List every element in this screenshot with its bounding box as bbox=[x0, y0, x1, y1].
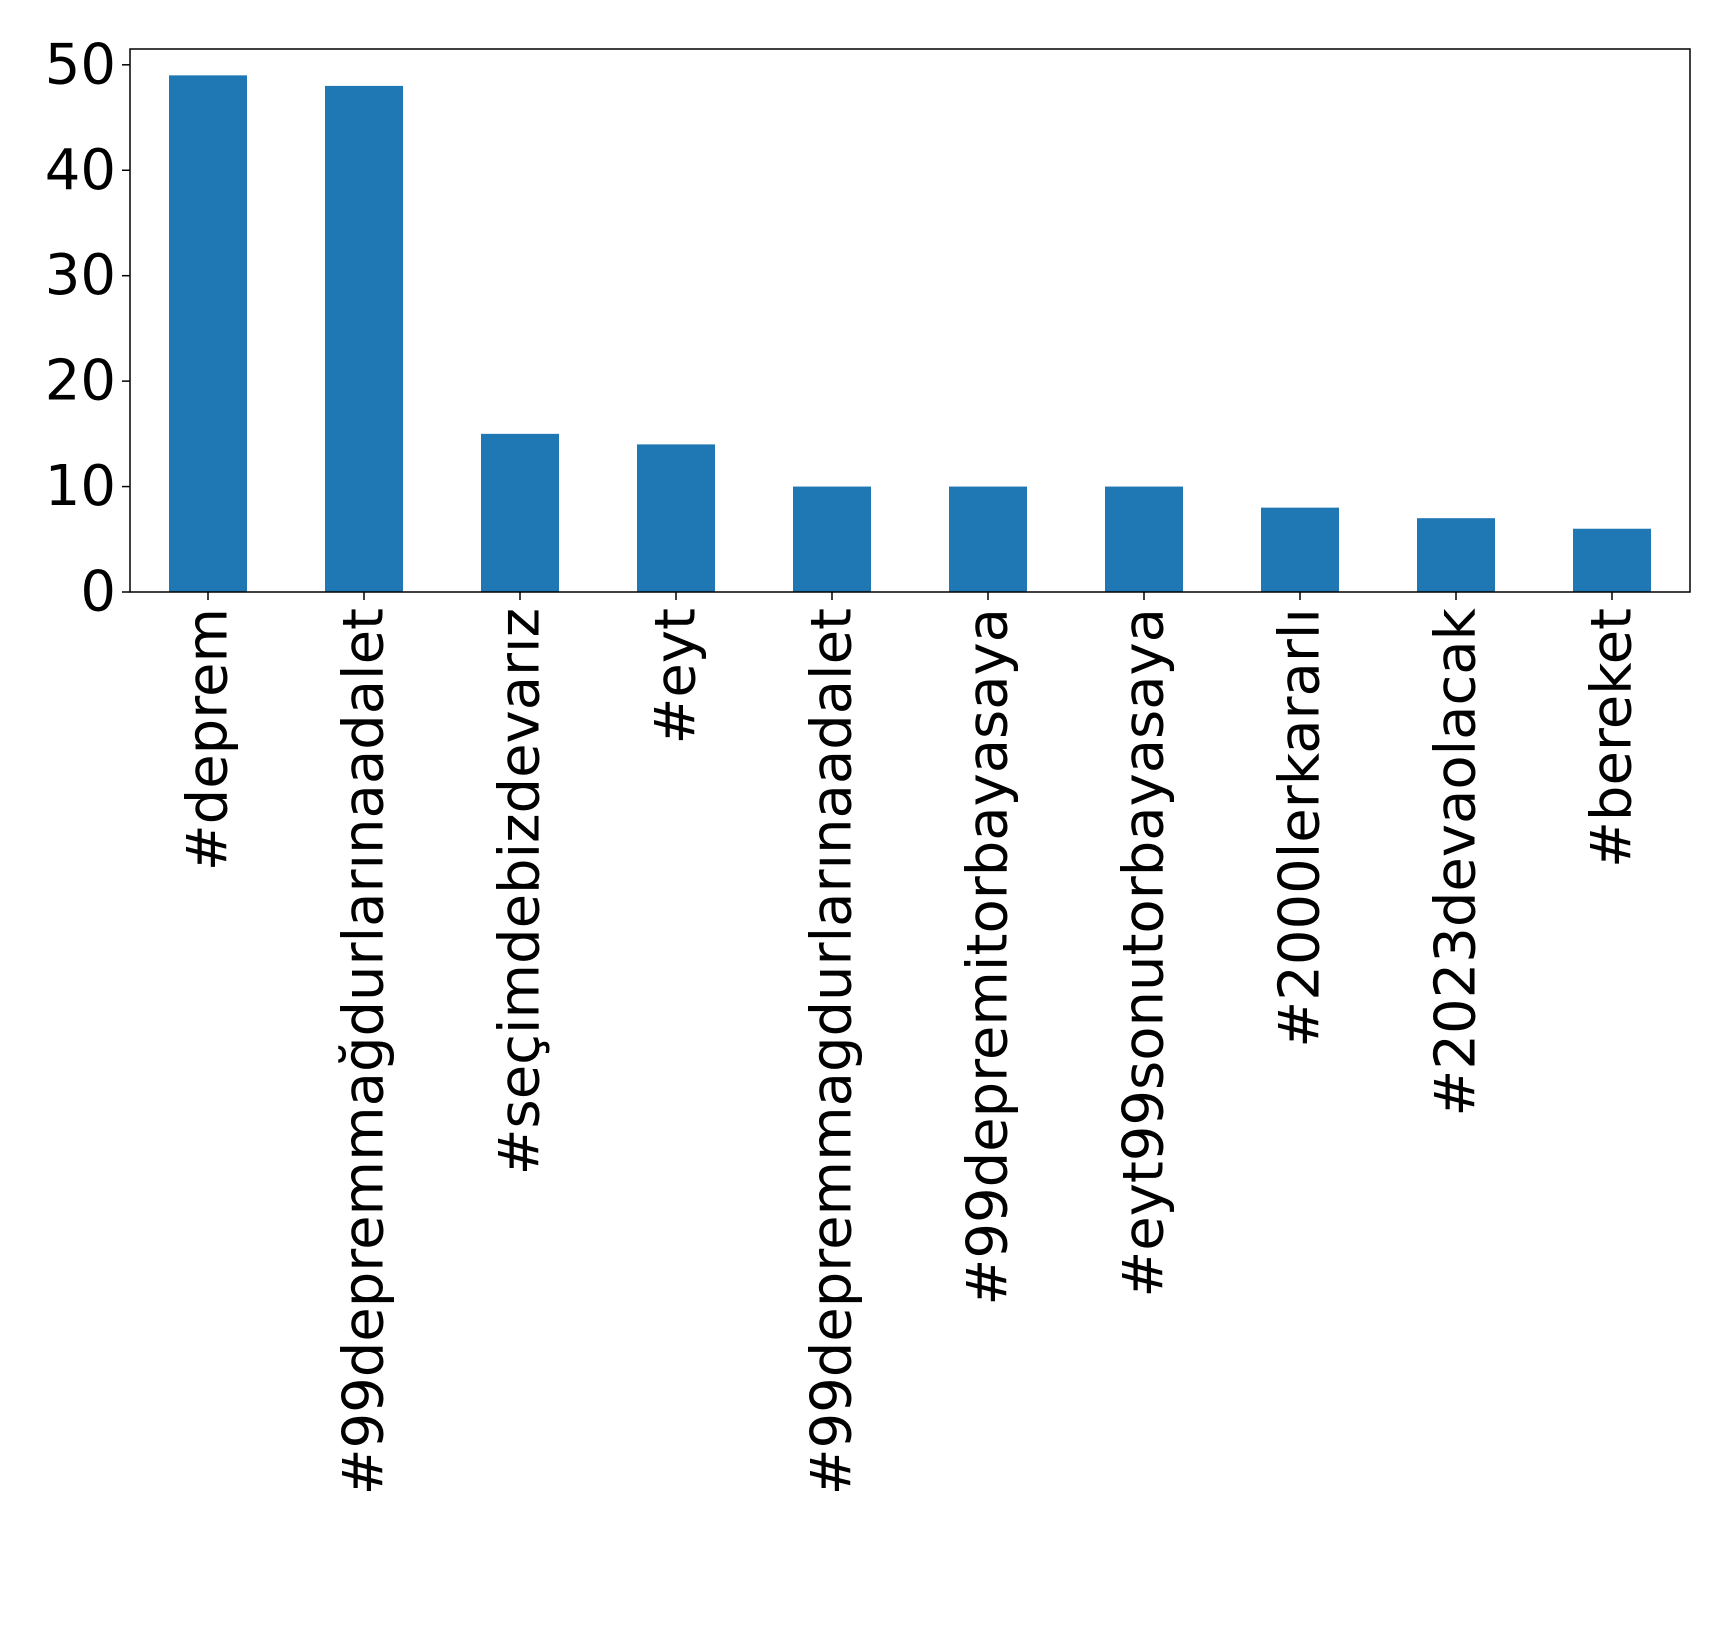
bar-6 bbox=[1105, 486, 1183, 592]
x-tick-label: #99depremitorbayasaya bbox=[956, 608, 1021, 1306]
bars-group bbox=[169, 75, 1651, 592]
bar-9 bbox=[1573, 528, 1651, 592]
plot-frame bbox=[129, 48, 1691, 593]
x-tick-label: #bereket bbox=[1580, 608, 1645, 868]
y-tick-label: 0 bbox=[80, 560, 116, 625]
bar-7 bbox=[1261, 507, 1339, 592]
x-tick-label: #2000lerkararlı bbox=[1268, 608, 1333, 1048]
y-tick-label: 20 bbox=[45, 349, 116, 414]
bar-8 bbox=[1417, 518, 1495, 592]
y-tick-label: 50 bbox=[45, 32, 116, 97]
bar-4 bbox=[793, 486, 871, 592]
x-tick-label: #eyt99sonutorbayasaya bbox=[1112, 608, 1177, 1298]
x-tick-label: #99depremmağdurlarınaadalet bbox=[332, 608, 397, 1495]
bar-5 bbox=[949, 486, 1027, 592]
x-tick-label: #deprem bbox=[176, 608, 241, 871]
x-axis: #deprem #99depremmağdurlarınaadalet #seçim… bbox=[176, 592, 1645, 1495]
bar-1 bbox=[325, 85, 403, 592]
bar-3 bbox=[637, 444, 715, 592]
x-tick-label: #99depremmagdurlarınaadalet bbox=[800, 608, 865, 1495]
x-tick-label: #eyt bbox=[644, 608, 709, 744]
y-tick-label: 10 bbox=[45, 454, 116, 519]
bar-0 bbox=[169, 75, 247, 592]
y-axis: 0 10 20 30 40 50 bbox=[45, 32, 130, 625]
y-tick-label: 40 bbox=[45, 138, 116, 203]
y-tick-label: 30 bbox=[45, 243, 116, 308]
x-tick-label: #seçimdebizdevarız bbox=[488, 608, 553, 1175]
x-tick-label: #2023devaolacak bbox=[1424, 607, 1489, 1116]
bar-2 bbox=[481, 433, 559, 592]
